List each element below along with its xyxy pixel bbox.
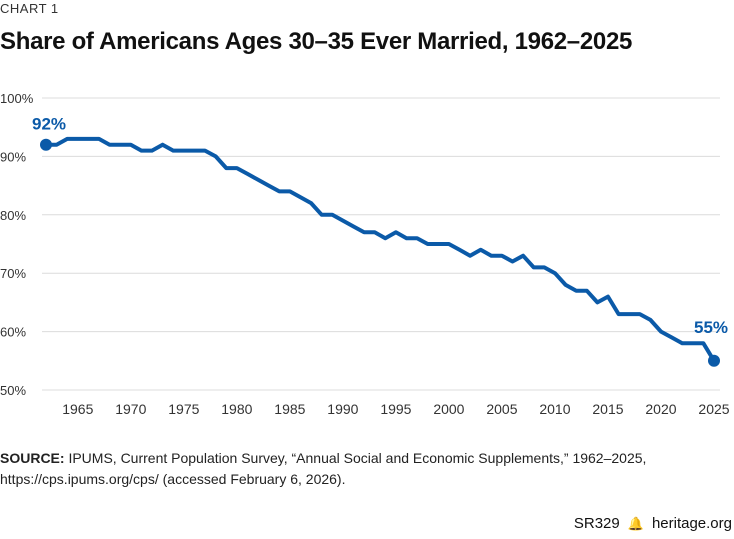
x-tick-label: 2005 <box>486 401 517 417</box>
endpoint-label: 92% <box>32 115 66 134</box>
y-tick-label: 60% <box>0 325 26 340</box>
x-axis-ticks: 1965 1970 1975 1980 1985 1990 1995 2000 2005 2010… <box>62 401 730 417</box>
source-label: SOURCE: <box>0 450 65 466</box>
report-code: SR329 <box>573 515 620 532</box>
liberty-bell-icon: 🔔 <box>627 515 644 531</box>
site-link[interactable]: heritage.org <box>651 515 732 532</box>
x-tick-label: 2015 <box>592 401 623 417</box>
source-note: SOURCE: IPUMS, Current Population Survey… <box>0 448 720 490</box>
chart-number-label: CHART 1 <box>0 1 59 16</box>
y-tick-label: 50% <box>0 383 26 398</box>
x-tick-label: 1995 <box>380 401 411 417</box>
y-tick-label: 70% <box>0 266 26 281</box>
line-chart: 50% 60% 70% 80% 90% 100% 1965 1970 1975 1980 1985… <box>0 91 730 417</box>
endpoint-label: 55% <box>694 318 728 337</box>
endpoint-marker <box>40 138 52 151</box>
gridlines <box>42 97 720 391</box>
x-tick-label: 1970 <box>115 401 146 417</box>
y-tick-label: 80% <box>0 208 26 223</box>
x-tick-label: 2000 <box>433 401 464 417</box>
x-tick-label: 1990 <box>327 401 358 417</box>
x-tick-label: 1985 <box>274 401 305 417</box>
y-axis-ticks: 50% 60% 70% 80% 90% 100% <box>0 91 34 398</box>
x-tick-label: 1980 <box>221 401 252 417</box>
y-tick-label: 90% <box>0 149 26 164</box>
chart-title: Share of Americans Ages 30–35 Ever Marri… <box>0 28 633 55</box>
x-tick-label: 2010 <box>539 401 570 417</box>
x-tick-label: 1965 <box>62 401 93 417</box>
source-text: IPUMS, Current Population Survey, “Annua… <box>0 450 647 487</box>
endpoint-markers: 92% 55% <box>32 115 728 367</box>
y-tick-label: 100% <box>0 91 34 106</box>
x-tick-label: 2020 <box>645 401 676 417</box>
x-tick-label: 1975 <box>168 401 199 417</box>
endpoint-marker <box>708 354 720 367</box>
footer: SR329 🔔 heritage.org <box>574 515 732 532</box>
series-line <box>44 136 716 363</box>
x-tick-label: 2025 <box>698 401 729 417</box>
